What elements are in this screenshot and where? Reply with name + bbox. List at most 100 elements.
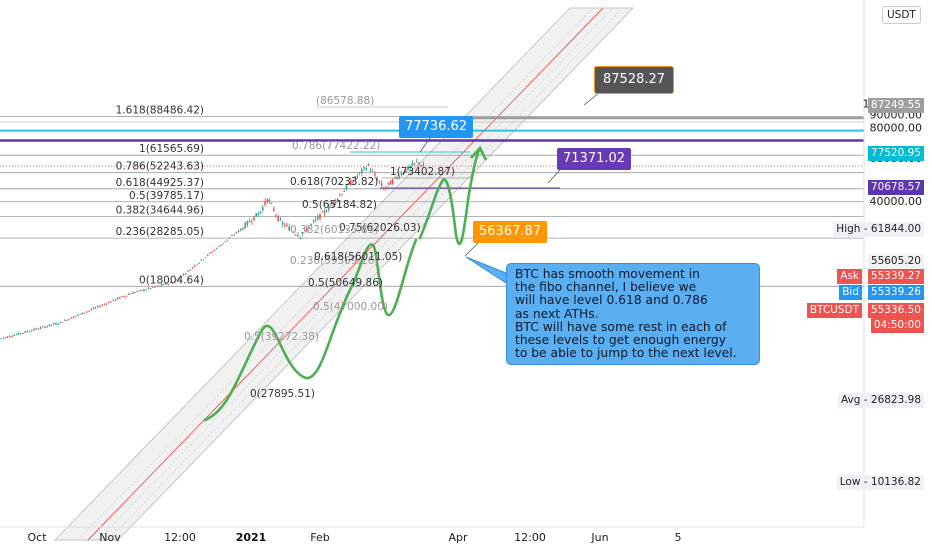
price-candle xyxy=(330,205,332,207)
price-candle xyxy=(306,228,308,231)
price-candle xyxy=(400,173,403,176)
price-tick: 80000.00 xyxy=(870,121,923,134)
projection-fib-label: 0.618(70233.82) xyxy=(290,176,378,188)
price-candle xyxy=(149,288,152,289)
projection-fib-label: 0.786(77422.22) xyxy=(292,140,380,152)
price-candle xyxy=(398,176,400,179)
price-candle xyxy=(108,302,110,304)
projection-fib-label: (86578.88) xyxy=(316,95,374,107)
time-tick: 12:00 xyxy=(514,531,546,544)
price-candle xyxy=(277,215,279,221)
price-candle xyxy=(94,307,97,309)
price-badge: Avg - 26823.98 xyxy=(837,393,924,408)
price-candle xyxy=(378,180,381,182)
price-candle xyxy=(279,219,282,221)
price-candle xyxy=(246,221,249,225)
price-candle xyxy=(53,323,55,325)
price-badge: 55339.27 xyxy=(867,269,924,284)
price-candle xyxy=(273,208,275,211)
price-candle xyxy=(257,213,260,216)
analysis-note: BTC has smooth movement in the fibo chan… xyxy=(506,263,760,366)
channel-line xyxy=(107,7,624,541)
price-candle xyxy=(301,233,304,235)
price-candle xyxy=(191,267,194,269)
projection-fib-label: 0.5(65184.82) xyxy=(302,199,377,211)
price-candle xyxy=(367,163,370,166)
fib-level-label: 0.618(44925.37) xyxy=(116,177,204,189)
price-candle xyxy=(83,312,86,314)
projection-leg xyxy=(418,148,481,246)
price-candle xyxy=(127,294,130,295)
price-candle xyxy=(2,337,4,339)
price-candle xyxy=(90,309,92,311)
price-candle xyxy=(204,257,207,259)
price-candle xyxy=(347,183,350,185)
price-candle xyxy=(374,173,376,176)
price-candle xyxy=(387,182,389,184)
price-candle xyxy=(255,213,257,217)
price-candle xyxy=(361,169,363,173)
price-candle xyxy=(409,166,411,168)
fib-level-label: 1.618(88486.42) xyxy=(116,105,204,117)
note-line: the fibo channel, I believe we xyxy=(515,280,697,295)
price-candle xyxy=(380,182,383,186)
projection-path xyxy=(203,87,606,422)
fib-level-label: 0.5(39785.17) xyxy=(129,190,204,202)
price-candle xyxy=(31,330,33,332)
currency-button[interactable]: USDT xyxy=(882,6,921,24)
price-candle xyxy=(266,198,268,203)
price-candle xyxy=(130,293,132,295)
projection-fib-label: 1(73402.87) xyxy=(390,166,455,178)
time-tick: Feb xyxy=(310,531,329,544)
projection-fib-label: 0(27895.51) xyxy=(250,388,315,400)
price-candle xyxy=(314,219,317,221)
price-candle xyxy=(321,211,323,213)
price-candle xyxy=(295,234,297,236)
price-candle xyxy=(143,289,145,291)
note-line: as next ATHs. xyxy=(515,306,599,321)
callout-pointer xyxy=(464,242,479,257)
time-axis[interactable]: Oct Nov 12:00 2021 Feb Apr 12:00 Jun 5 xyxy=(0,526,864,544)
time-tick: Nov xyxy=(99,531,121,544)
price-candle xyxy=(189,269,191,271)
price-badge: 77520.95 xyxy=(867,146,924,161)
price-candle xyxy=(92,307,95,309)
price-candle xyxy=(70,317,73,319)
price-candle xyxy=(215,248,218,250)
price-candle xyxy=(343,191,345,192)
price-candle xyxy=(413,162,416,164)
price-candle xyxy=(248,220,251,223)
price-candle xyxy=(286,224,288,226)
price-candle xyxy=(319,213,321,219)
price-candle xyxy=(86,311,88,313)
price-candle xyxy=(240,228,242,231)
price-candle xyxy=(299,237,301,238)
price-candle xyxy=(251,221,253,223)
price-badge: 70678.57 xyxy=(867,180,924,195)
note-line: will have level 0.618 and 0.786 xyxy=(515,293,708,308)
price-candle xyxy=(345,185,348,190)
price-candle xyxy=(259,211,262,213)
price-candle xyxy=(270,203,273,204)
projection-fib-label: 0.382(60135.83) xyxy=(290,224,378,236)
price-candle xyxy=(26,331,29,333)
price-candle xyxy=(167,283,169,285)
price-candle xyxy=(119,297,121,299)
price-badge-prefix: Ask xyxy=(837,269,862,284)
price-candle xyxy=(160,284,163,286)
price-candle xyxy=(72,316,75,318)
price-candle xyxy=(268,199,271,202)
price-candle xyxy=(226,239,229,241)
target-callout-87528: 87528.27 xyxy=(595,67,674,93)
price-candle xyxy=(158,285,161,287)
projection-arrowhead xyxy=(470,145,488,161)
price-badge: 55605.20 xyxy=(867,254,924,269)
price-candle xyxy=(376,178,378,181)
price-candle xyxy=(229,237,231,239)
price-candle xyxy=(178,278,180,280)
time-tick: 12:00 xyxy=(164,531,196,544)
price-candle xyxy=(262,207,264,211)
price-candle xyxy=(171,282,174,284)
price-candle xyxy=(211,251,213,253)
